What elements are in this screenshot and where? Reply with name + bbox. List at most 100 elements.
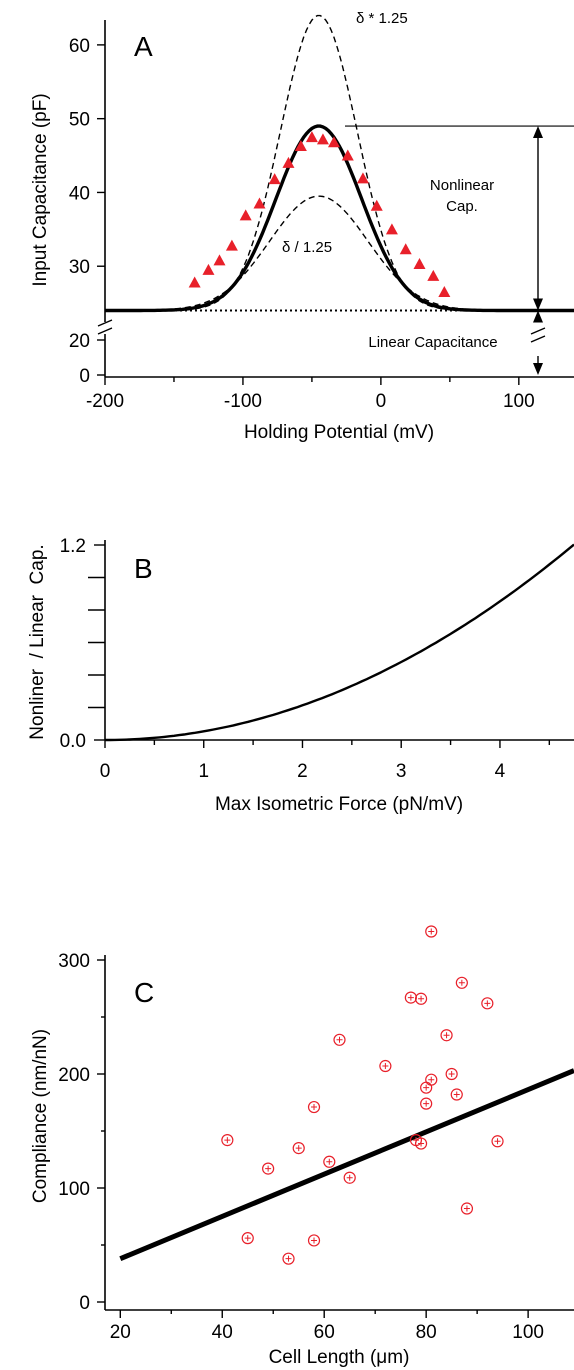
panel-a-data-point: [239, 209, 252, 221]
panel-c-data-point: [460, 1202, 474, 1215]
annotation-nonlinear: Nonlinear: [430, 177, 494, 194]
panel-b: B Nonliner / Linear Cap. Max Isometric F…: [27, 536, 574, 815]
panel-a-y-tick-label: 0: [79, 366, 90, 387]
panel-c-data-point-plus: [448, 1071, 455, 1077]
panel-c-y-tick-label: 100: [58, 1179, 90, 1200]
panel-c-x-tick-label: 100: [512, 1322, 544, 1343]
panel-a-data-point: [370, 199, 383, 211]
panel-c-data-point-circle: [440, 1029, 453, 1042]
panel-c-data-point-plus: [265, 1165, 272, 1172]
panel-a-data-point: [356, 172, 369, 184]
panel-a-data-point: [327, 136, 340, 148]
panel-c-data-point-circle: [425, 925, 438, 938]
panel-c-data-point-circle: [414, 1137, 428, 1150]
panel-c-ylabel: Compliance (nm/nN): [30, 1029, 51, 1203]
panel-c-data-point: [241, 1232, 254, 1245]
panel-c-data-point: [425, 1073, 438, 1086]
panel-c-data-point: [221, 1134, 234, 1147]
panel-c-data-point-plus: [428, 928, 435, 935]
panel-c-data-point-plus: [326, 1158, 333, 1165]
panel-c-data-point: [445, 1067, 458, 1081]
panel-c-data-point-circle: [323, 1155, 336, 1168]
panel-c-data-point-circle: [343, 1171, 356, 1184]
panel-c-data-point-plus: [494, 1138, 501, 1145]
panel-c-data-point-plus: [453, 1091, 460, 1098]
panel-a-data-point: [213, 254, 226, 266]
panel-a-data-point: [253, 197, 266, 209]
panel-c-data-point-circle: [282, 1252, 295, 1265]
panel-c-data-point: [425, 925, 438, 938]
panel-c-data-point-circle: [450, 1088, 463, 1101]
panel-a-y-tick-label: 20: [69, 331, 90, 352]
panel-a-data-point: [268, 173, 281, 185]
panel-c-data-point-plus: [382, 1063, 389, 1070]
panel-a-data-point: [427, 269, 440, 281]
panel-a-data-point: [282, 156, 295, 168]
panel-c-data-point: [455, 976, 468, 989]
panel-c-data-point: [491, 1135, 504, 1148]
panel-c-data-point-plus: [336, 1036, 343, 1043]
panel-c-data-point-plus: [428, 1076, 435, 1083]
panel-a-fit-curve: [105, 124, 574, 313]
panel-c-data-point: [262, 1162, 275, 1175]
panel-c-data-point: [292, 1141, 305, 1155]
panel-c-data-point-circle: [420, 1097, 433, 1110]
panel-a-x-tick-label: 0: [376, 391, 387, 412]
annotation-nonlinear-cap: Cap.: [446, 198, 478, 215]
panel-b-x-tick-label: 3: [396, 761, 407, 782]
panel-a-y-tick-label: 50: [69, 110, 90, 131]
panel-a-linear-arrow-head-up: [533, 310, 543, 323]
panel-b-y-tick-label: 0.0: [60, 731, 86, 752]
panel-c-x-tick-label: 40: [212, 1322, 233, 1343]
panel-c-data-point: [440, 1029, 453, 1042]
panel-c-data-point-plus: [418, 1140, 425, 1147]
panel-c-data-point-plus: [224, 1137, 231, 1144]
panel-c-data-point-circle: [333, 1033, 346, 1046]
panel-a-data-point: [305, 131, 318, 143]
panel-a-axis-break: [97, 319, 113, 335]
panel-c-data-point-plus: [458, 979, 465, 986]
panel-c-data-point: [420, 1097, 433, 1110]
panel-c-data-point-circle: [307, 1100, 321, 1114]
panel-c-data-point-plus: [244, 1235, 251, 1242]
annotation-delta-high: δ * 1.25: [356, 10, 408, 27]
panel-c-data-point: [379, 1059, 392, 1073]
annotation-delta-low: δ / 1.25: [282, 239, 332, 256]
panel-c-data-point-plus: [423, 1084, 430, 1091]
panel-a-linear-arrow-break: [530, 327, 546, 343]
panel-a-data-point: [385, 223, 398, 235]
panel-c-data-point-circle: [414, 992, 428, 1005]
panel-c-data-point-plus: [423, 1100, 430, 1107]
panel-c-data-point-circle: [241, 1232, 254, 1245]
panel-c-data-point-plus: [443, 1032, 450, 1039]
panel-c-data-point: [343, 1171, 356, 1184]
panel-c-data-point-circle: [292, 1141, 305, 1155]
panel-c-data-point-circle: [404, 991, 417, 1004]
panel-a-data-point: [188, 276, 201, 288]
panel-c-data-point: [307, 1234, 321, 1247]
panel-c-data-point-plus: [346, 1174, 353, 1181]
panel-b-ratio-curve: [105, 543, 574, 742]
panel-a-x-tick-label: -100: [224, 391, 262, 412]
panel-a-y-tick-label: 30: [69, 257, 90, 278]
panel-c-data-point-plus: [285, 1255, 292, 1262]
panel-c-data-point: [420, 1081, 433, 1094]
panel-c-data-point: [481, 997, 494, 1010]
panel-c-xlabel: Cell Length (μm): [269, 1347, 410, 1368]
panel-a-data-point: [399, 243, 412, 255]
panel-a-nonlinear-arrow-head-up: [533, 126, 543, 139]
panel-c-data-point: [333, 1033, 346, 1046]
panel-c-y-tick-label: 300: [58, 951, 90, 972]
panel-c: C Compliance (nm/nN) Cell Length (μm) 0 1…: [30, 925, 574, 1368]
panel-c-data-point-plus: [311, 1237, 318, 1244]
panel-a: A Input Capacitance (pF) Holding Potenti…: [30, 10, 574, 443]
panel-a-data-point: [438, 286, 451, 298]
panel-c-x-tick-label: 20: [110, 1322, 131, 1343]
panel-a-curve-delta-low: [105, 195, 574, 312]
panel-b-x-tick-label: 1: [198, 761, 209, 782]
panel-c-data-point-circle: [460, 1202, 474, 1215]
panel-b-x-tick-label: 2: [297, 761, 308, 782]
panel-b-y-tick-label: 1.2: [60, 536, 86, 557]
panel-a-x-tick-label: -200: [86, 391, 124, 412]
